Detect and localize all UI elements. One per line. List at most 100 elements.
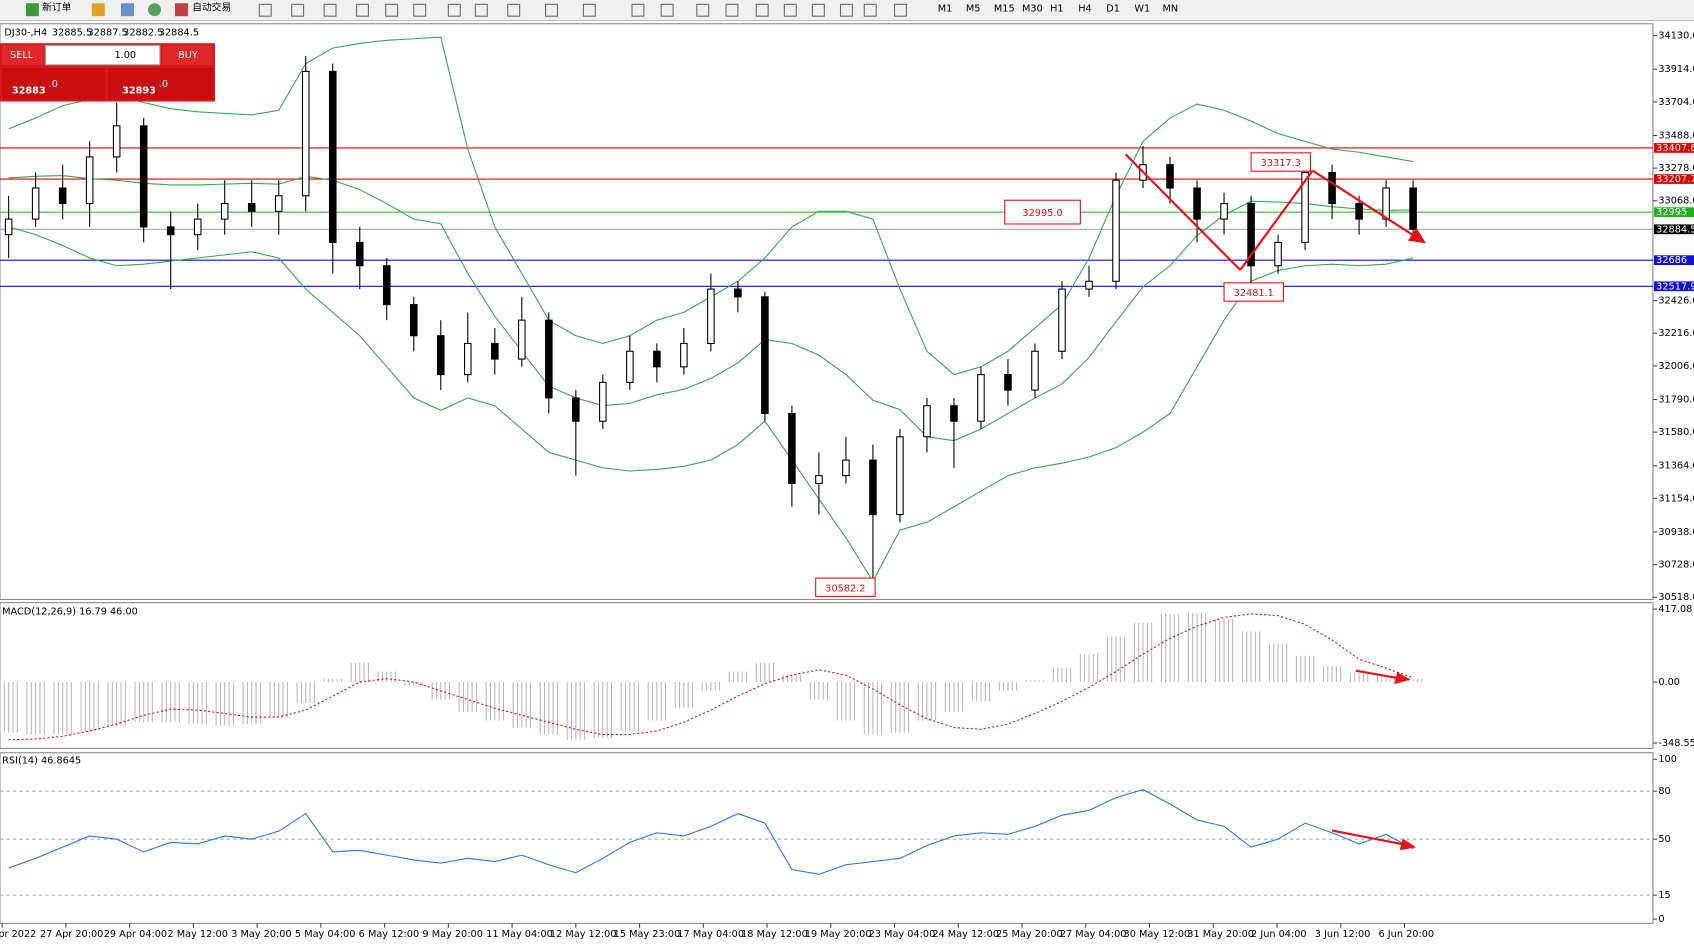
candle-body bbox=[85, 156, 94, 205]
timeframe[interactable]: M5 bbox=[966, 4, 981, 15]
price-tag-label: 32686 bbox=[1656, 255, 1687, 266]
x-tick-label: 31 May 20:00 bbox=[1187, 929, 1254, 940]
candle-body bbox=[139, 125, 148, 228]
y-tick-label: 0.00 bbox=[1658, 677, 1680, 688]
rsi-line bbox=[8, 789, 1414, 875]
timeframe[interactable]: MN bbox=[1162, 4, 1178, 15]
tool-icon[interactable] bbox=[258, 3, 272, 17]
x-tick-label: 2 May 12:00 bbox=[167, 929, 227, 940]
candle-body bbox=[950, 405, 958, 422]
candle-body bbox=[1004, 374, 1012, 391]
price-tag bbox=[1654, 143, 1694, 153]
tool-group: M1 M5 M15 M30 H1 H4 D1 W1 MN bbox=[258, 3, 1178, 17]
tool-icon[interactable] bbox=[783, 3, 797, 17]
rsi-title: RSI(14) 46.8645 bbox=[2, 755, 81, 766]
candle-body bbox=[491, 342, 499, 360]
x-tick-label: 27 Apr 20:00 bbox=[40, 929, 103, 940]
tool-icon[interactable] bbox=[660, 3, 674, 17]
buy-button[interactable] bbox=[162, 45, 213, 65]
candle-body bbox=[4, 218, 13, 236]
tool-icon[interactable] bbox=[863, 3, 877, 17]
candle-body bbox=[626, 350, 634, 383]
sell-price-box[interactable] bbox=[2, 68, 105, 100]
candle-body bbox=[1058, 288, 1066, 352]
candle-body bbox=[599, 381, 607, 422]
quote-value: 32885.5 bbox=[52, 27, 92, 38]
tool-icon[interactable] bbox=[696, 3, 710, 17]
trend-arrow bbox=[1124, 153, 1242, 271]
candle-body bbox=[166, 226, 175, 236]
tool-icon[interactable] bbox=[323, 3, 337, 17]
tool-icon[interactable] bbox=[507, 3, 521, 17]
x-tick-label: 6 May 12:00 bbox=[359, 929, 419, 940]
y-tick-label: 32216.0 bbox=[1658, 328, 1694, 339]
quote-value: 32884.5 bbox=[159, 27, 199, 38]
new-order-icon[interactable] bbox=[25, 3, 39, 17]
tool-icon[interactable] bbox=[582, 3, 596, 17]
sell[interactable]: SELL bbox=[10, 50, 34, 61]
tool-icon[interactable] bbox=[413, 3, 427, 17]
buy-price[interactable]: 32893 bbox=[122, 86, 156, 97]
tool-icon[interactable] bbox=[725, 3, 739, 17]
timeframe[interactable]: M15 bbox=[994, 4, 1015, 15]
timeframe[interactable]: M30 bbox=[1022, 4, 1043, 15]
price-tag-label: 32884.5 bbox=[1656, 224, 1694, 235]
x-tick-label: 18 May 12:00 bbox=[741, 929, 808, 940]
tool-icon[interactable] bbox=[355, 3, 369, 17]
symbol: DJ30-,H4 bbox=[4, 27, 47, 38]
tool-icon[interactable] bbox=[91, 3, 105, 17]
tool-icon[interactable] bbox=[385, 3, 399, 17]
x-tick-label: 11 May 04:00 bbox=[486, 929, 553, 940]
candle-body bbox=[58, 187, 67, 205]
candle-body bbox=[788, 412, 796, 484]
timeframe[interactable]: H1 bbox=[1050, 4, 1064, 15]
y-tick-label: 15 bbox=[1658, 890, 1670, 901]
candle-body bbox=[1031, 350, 1039, 391]
annotation-box bbox=[1004, 199, 1081, 225]
new-order[interactable]: 新订单 bbox=[42, 1, 71, 14]
annotation-box bbox=[815, 577, 876, 597]
sell-fraction[interactable]: .0 bbox=[49, 79, 58, 90]
tool-icon[interactable] bbox=[839, 3, 853, 17]
candle-body bbox=[977, 374, 985, 422]
y-tick-label: 32426.0 bbox=[1658, 296, 1694, 307]
tool-icon[interactable] bbox=[447, 3, 461, 17]
price-tag bbox=[1654, 207, 1694, 217]
tool-icon[interactable] bbox=[755, 3, 769, 17]
tool-icon[interactable] bbox=[291, 3, 305, 17]
x-tick-label: 5 May 04:00 bbox=[295, 929, 355, 940]
timeframe[interactable]: W1 bbox=[1134, 4, 1150, 15]
buy-price-box[interactable] bbox=[108, 68, 213, 100]
y-tick-label: 30728.0 bbox=[1658, 560, 1694, 571]
candle-body bbox=[1220, 203, 1228, 220]
x-tick-label: 26 Apr 2022 bbox=[0, 929, 36, 940]
timeframe[interactable]: D1 bbox=[1106, 4, 1120, 15]
candle-body bbox=[896, 436, 904, 516]
sell-button[interactable] bbox=[2, 45, 44, 65]
lot-input[interactable] bbox=[44, 44, 161, 66]
arrow-head bbox=[1399, 838, 1416, 851]
timeframe[interactable]: M1 bbox=[938, 4, 953, 15]
tool-icon[interactable] bbox=[121, 3, 134, 17]
tool-icon[interactable] bbox=[148, 3, 161, 17]
price-tag-label: 33407.6 bbox=[1656, 143, 1694, 154]
trend-arrow bbox=[1331, 829, 1405, 846]
lot[interactable]: 1.00 bbox=[114, 50, 136, 61]
bollinger-lower bbox=[8, 226, 1414, 583]
candle-body bbox=[328, 70, 337, 243]
sell-price[interactable]: 32883 bbox=[12, 86, 46, 97]
trend-drawings bbox=[1124, 153, 1427, 851]
tool-icon[interactable] bbox=[811, 3, 825, 17]
auto-trading-icon[interactable] bbox=[175, 3, 188, 17]
tool-icon[interactable] bbox=[631, 3, 645, 17]
candle-body bbox=[31, 187, 40, 220]
auto-trading[interactable]: 自动交易 bbox=[192, 1, 231, 14]
buy[interactable]: BUY bbox=[178, 50, 198, 61]
tool-icon[interactable] bbox=[474, 3, 488, 17]
buy-fraction[interactable]: .0 bbox=[159, 79, 168, 90]
tool-icon[interactable] bbox=[893, 3, 907, 17]
price-tag-label: 32995 bbox=[1656, 207, 1687, 218]
tool-icon[interactable] bbox=[545, 3, 559, 17]
x-tick-label: 3 Jun 12:00 bbox=[1315, 929, 1371, 940]
timeframe[interactable]: H4 bbox=[1078, 4, 1092, 15]
